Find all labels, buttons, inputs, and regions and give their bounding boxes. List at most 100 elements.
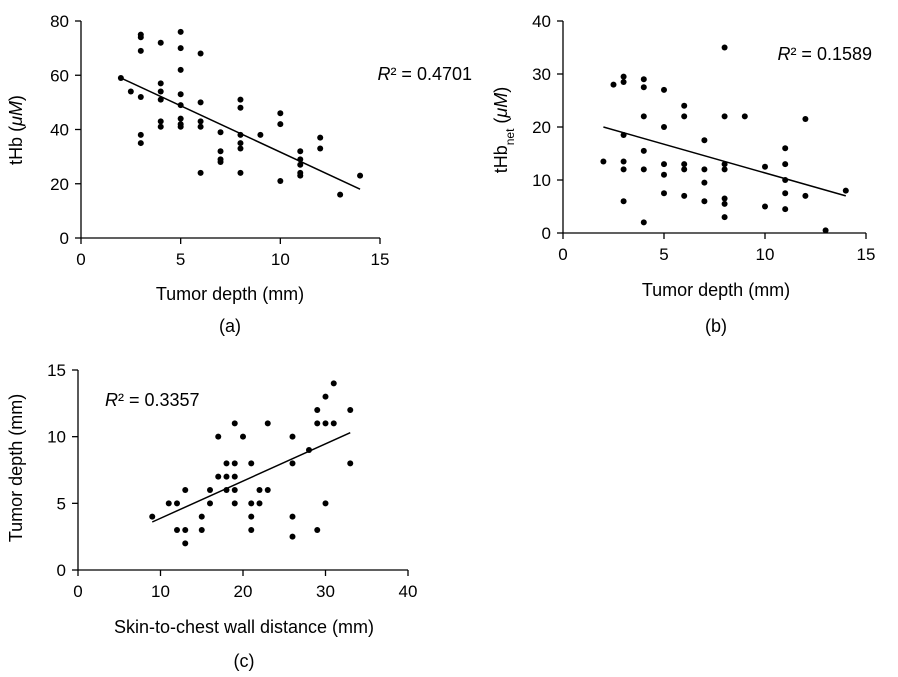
data-point: [289, 433, 296, 440]
data-point: [337, 191, 344, 198]
y-tick-label: 10: [47, 428, 66, 447]
data-point: [223, 460, 230, 467]
data-point: [137, 93, 144, 100]
panel-c-ticks: 0 10 20 30 40 0 5 10 15: [47, 361, 417, 601]
data-point: [264, 487, 271, 493]
data-point: [248, 460, 255, 467]
panel-a-label: (a): [219, 316, 241, 336]
data-point: [721, 166, 728, 173]
data-point: [640, 166, 647, 173]
data-point: [741, 113, 748, 120]
data-point: [231, 460, 238, 467]
data-point: [289, 533, 296, 540]
data-point: [177, 66, 184, 73]
y-tick-label: 0: [57, 561, 66, 580]
panel-c-points: [149, 380, 354, 547]
data-point: [217, 159, 224, 166]
data-point: [165, 500, 172, 507]
y-tick-label: 40: [532, 12, 551, 31]
x-tick-label: 15: [857, 245, 876, 264]
data-point: [137, 34, 144, 41]
data-point: [721, 195, 728, 202]
data-point: [231, 473, 238, 480]
data-point: [701, 137, 708, 144]
y-tick-label: 20: [50, 175, 69, 194]
data-point: [681, 192, 688, 199]
data-point: [217, 148, 224, 155]
data-point: [157, 118, 164, 125]
data-point: [681, 113, 688, 120]
data-point: [240, 433, 246, 440]
data-point: [197, 169, 204, 176]
data-point: [174, 527, 180, 533]
data-point: [347, 407, 354, 413]
data-point: [177, 45, 184, 52]
data-point: [182, 487, 189, 493]
y-tick-label: 30: [532, 65, 551, 84]
data-point: [223, 473, 230, 480]
data-point: [257, 131, 264, 138]
panel-a: 0 5 10 15 0 20 40 60 80 R² = 0.4701 Tumor depth …: [6, 12, 472, 336]
data-point: [289, 513, 296, 520]
data-point: [357, 172, 364, 179]
data-point: [721, 113, 728, 120]
data-point: [217, 129, 224, 136]
data-point: [215, 433, 222, 440]
data-point: [330, 380, 337, 387]
data-point: [721, 44, 728, 51]
data-point: [681, 161, 688, 168]
data-point: [207, 487, 213, 493]
x-tick-label: 0: [558, 245, 567, 264]
panel-b: 0 5 10 15 0 10 20 30 40 R² = 0.1589 Tumor depth …: [491, 12, 875, 336]
panel-a-points: [117, 28, 364, 198]
data-point: [322, 393, 329, 400]
x-tick-label: 0: [73, 582, 82, 601]
data-point: [842, 187, 849, 194]
data-point: [157, 123, 164, 130]
data-point: [661, 161, 667, 168]
data-point: [620, 78, 627, 85]
data-point: [681, 166, 688, 173]
data-point: [721, 214, 728, 221]
data-point: [661, 171, 667, 178]
data-point: [289, 460, 296, 467]
panel-a-y-axis-label: tHb (μM): [6, 95, 26, 165]
data-point: [198, 527, 205, 533]
data-point: [157, 96, 164, 103]
data-point: [182, 527, 189, 533]
data-point: [277, 178, 284, 185]
data-point: [620, 198, 627, 205]
y-tick-label: 0: [542, 224, 551, 243]
data-point: [314, 407, 321, 413]
data-point: [782, 190, 789, 197]
data-point: [297, 161, 304, 168]
data-point: [661, 86, 667, 93]
data-point: [177, 123, 184, 130]
data-point: [620, 73, 627, 80]
x-tick-label: 30: [316, 582, 335, 601]
data-point: [681, 102, 688, 109]
x-tick-label: 10: [271, 250, 290, 269]
y-tick-label: 60: [50, 66, 69, 85]
data-point: [322, 420, 329, 427]
data-point: [237, 169, 244, 176]
data-point: [215, 473, 222, 480]
data-point: [137, 131, 144, 138]
data-point: [237, 145, 244, 152]
data-point: [197, 118, 204, 125]
data-point: [297, 172, 304, 179]
data-point: [197, 50, 204, 57]
data-point: [248, 513, 255, 520]
y-tick-label: 10: [532, 171, 551, 190]
data-point: [177, 91, 184, 98]
data-point: [157, 88, 164, 95]
data-point: [640, 76, 647, 83]
data-point: [231, 487, 238, 493]
y-tick-label: 20: [532, 118, 551, 137]
data-point: [256, 487, 263, 493]
panel-c-trendline: [151, 431, 351, 523]
data-point: [640, 84, 647, 91]
data-point: [277, 121, 284, 128]
data-point: [347, 460, 354, 467]
